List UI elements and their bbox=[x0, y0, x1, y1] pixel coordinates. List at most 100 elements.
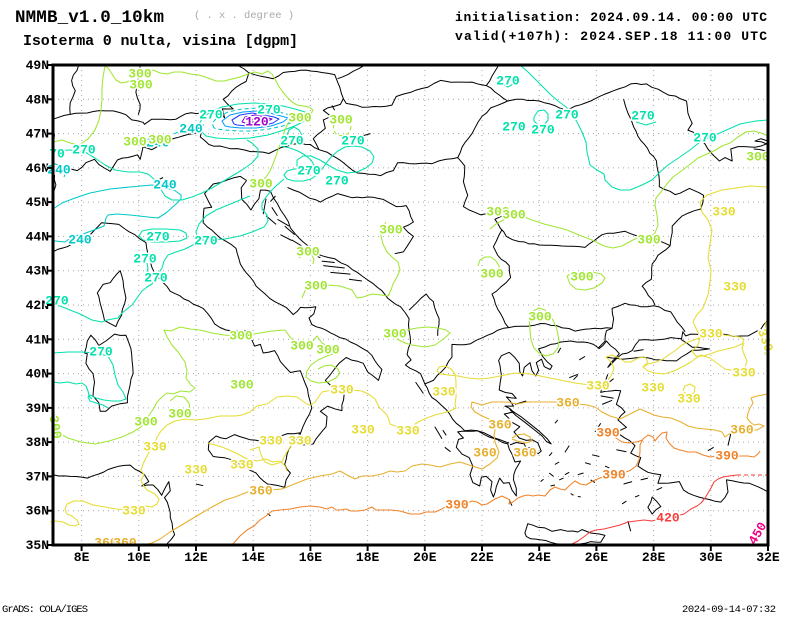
svg-text:8E: 8E bbox=[74, 550, 90, 565]
svg-text:12E: 12E bbox=[184, 550, 208, 565]
svg-text:300: 300 bbox=[123, 135, 147, 150]
svg-text:300: 300 bbox=[229, 329, 253, 344]
svg-text:330: 330 bbox=[330, 383, 354, 398]
svg-text:48N: 48N bbox=[26, 92, 49, 107]
svg-text:390: 390 bbox=[602, 468, 626, 483]
svg-text:300: 300 bbox=[528, 310, 552, 325]
svg-text:NMMB_v1.0_10km: NMMB_v1.0_10km bbox=[15, 8, 164, 28]
svg-text:270: 270 bbox=[693, 131, 717, 146]
svg-text:300: 300 bbox=[329, 113, 353, 128]
svg-text:360: 360 bbox=[473, 446, 497, 461]
svg-text:38N: 38N bbox=[26, 435, 49, 450]
svg-text:330: 330 bbox=[677, 392, 701, 407]
svg-text:300: 300 bbox=[230, 378, 254, 393]
svg-text:270: 270 bbox=[496, 74, 520, 89]
svg-text:360: 360 bbox=[113, 536, 137, 551]
svg-text:GrADS: COLA/IGES: GrADS: COLA/IGES bbox=[2, 604, 88, 616]
svg-text:330: 330 bbox=[288, 434, 312, 449]
svg-text:300: 300 bbox=[480, 267, 504, 282]
svg-text:330: 330 bbox=[432, 385, 456, 400]
svg-text:270: 270 bbox=[531, 123, 555, 138]
svg-text:240: 240 bbox=[68, 233, 92, 248]
svg-text:360: 360 bbox=[249, 484, 273, 499]
svg-text:49N: 49N bbox=[26, 58, 49, 73]
svg-text:300: 300 bbox=[746, 150, 770, 165]
svg-text:270: 270 bbox=[45, 294, 69, 309]
svg-text:330: 330 bbox=[641, 381, 665, 396]
svg-text:270: 270 bbox=[133, 252, 157, 267]
svg-text:300: 300 bbox=[316, 343, 340, 358]
svg-text:270: 270 bbox=[555, 108, 579, 123]
svg-text:270: 270 bbox=[502, 120, 526, 135]
svg-text:360: 360 bbox=[94, 536, 118, 551]
svg-text:270: 270 bbox=[72, 143, 96, 158]
svg-text:14E: 14E bbox=[241, 550, 265, 565]
svg-text:300: 300 bbox=[637, 233, 661, 248]
svg-text:300: 300 bbox=[486, 205, 510, 220]
svg-text:330: 330 bbox=[122, 504, 146, 519]
svg-text:330: 330 bbox=[723, 280, 747, 295]
svg-text:360: 360 bbox=[730, 423, 754, 438]
svg-text:270: 270 bbox=[194, 234, 218, 249]
svg-text:240: 240 bbox=[47, 163, 71, 178]
svg-text:16E: 16E bbox=[299, 550, 323, 565]
svg-text:37N: 37N bbox=[26, 469, 49, 484]
svg-text:36N: 36N bbox=[26, 504, 49, 519]
svg-text:300: 300 bbox=[249, 177, 273, 192]
svg-text:330: 330 bbox=[699, 327, 723, 342]
svg-text:300: 300 bbox=[46, 414, 65, 440]
svg-text:390: 390 bbox=[715, 449, 739, 464]
svg-text:330: 330 bbox=[143, 440, 167, 455]
svg-text:20E: 20E bbox=[413, 550, 437, 565]
svg-text:28E: 28E bbox=[642, 550, 666, 565]
svg-text:330: 330 bbox=[586, 379, 610, 394]
svg-text:32E: 32E bbox=[756, 550, 780, 565]
svg-text:( . x . degree ): ( . x . degree ) bbox=[194, 10, 294, 22]
svg-text:300: 300 bbox=[379, 223, 403, 238]
svg-text:270: 270 bbox=[146, 230, 170, 245]
svg-text:360: 360 bbox=[488, 418, 512, 433]
svg-text:300: 300 bbox=[148, 133, 172, 148]
svg-text:44N: 44N bbox=[26, 229, 49, 244]
svg-text:300: 300 bbox=[290, 339, 314, 354]
svg-text:24E: 24E bbox=[527, 550, 551, 565]
svg-text:270: 270 bbox=[257, 103, 281, 118]
svg-text:40N: 40N bbox=[26, 367, 49, 382]
svg-text:270: 270 bbox=[631, 109, 655, 124]
svg-text:47N: 47N bbox=[26, 127, 49, 142]
svg-text:330: 330 bbox=[712, 205, 736, 220]
svg-text:valid(+107h): 2024.SEP.18 11:0: valid(+107h): 2024.SEP.18 11:00 UTC bbox=[455, 29, 767, 44]
svg-text:30E: 30E bbox=[699, 550, 723, 565]
svg-text:330: 330 bbox=[230, 458, 254, 473]
svg-text:270: 270 bbox=[325, 174, 349, 189]
svg-text:300: 300 bbox=[502, 208, 526, 223]
svg-text:39N: 39N bbox=[26, 401, 49, 416]
svg-text:45N: 45N bbox=[26, 195, 49, 210]
svg-text:300: 300 bbox=[383, 327, 407, 342]
svg-text:2024-09-14-07:32: 2024-09-14-07:32 bbox=[682, 604, 776, 616]
svg-text:240: 240 bbox=[153, 178, 177, 193]
svg-text:360: 360 bbox=[556, 396, 580, 411]
svg-text:270: 270 bbox=[144, 271, 168, 286]
svg-text:270: 270 bbox=[280, 134, 304, 149]
svg-text:26E: 26E bbox=[585, 550, 609, 565]
svg-text:Isoterma 0 nulta, visina [dgpm: Isoterma 0 nulta, visina [dgpm] bbox=[23, 33, 298, 50]
svg-text:390: 390 bbox=[596, 426, 620, 441]
svg-text:41N: 41N bbox=[26, 332, 49, 347]
svg-text:270: 270 bbox=[89, 345, 113, 360]
svg-text:10E: 10E bbox=[127, 550, 151, 565]
svg-text:330: 330 bbox=[396, 424, 420, 439]
svg-text:360: 360 bbox=[513, 446, 537, 461]
svg-text:300: 300 bbox=[128, 67, 152, 82]
svg-text:390: 390 bbox=[445, 498, 469, 513]
svg-text:300: 300 bbox=[304, 279, 328, 294]
svg-text:300: 300 bbox=[570, 270, 594, 285]
svg-text:43N: 43N bbox=[26, 264, 49, 279]
svg-text:330: 330 bbox=[732, 366, 756, 381]
svg-text:330: 330 bbox=[351, 423, 375, 438]
svg-text:300: 300 bbox=[288, 111, 312, 126]
svg-text:18E: 18E bbox=[356, 550, 380, 565]
svg-text:270: 270 bbox=[297, 164, 321, 179]
svg-text:42N: 42N bbox=[26, 298, 49, 313]
svg-text:240: 240 bbox=[146, 136, 170, 151]
